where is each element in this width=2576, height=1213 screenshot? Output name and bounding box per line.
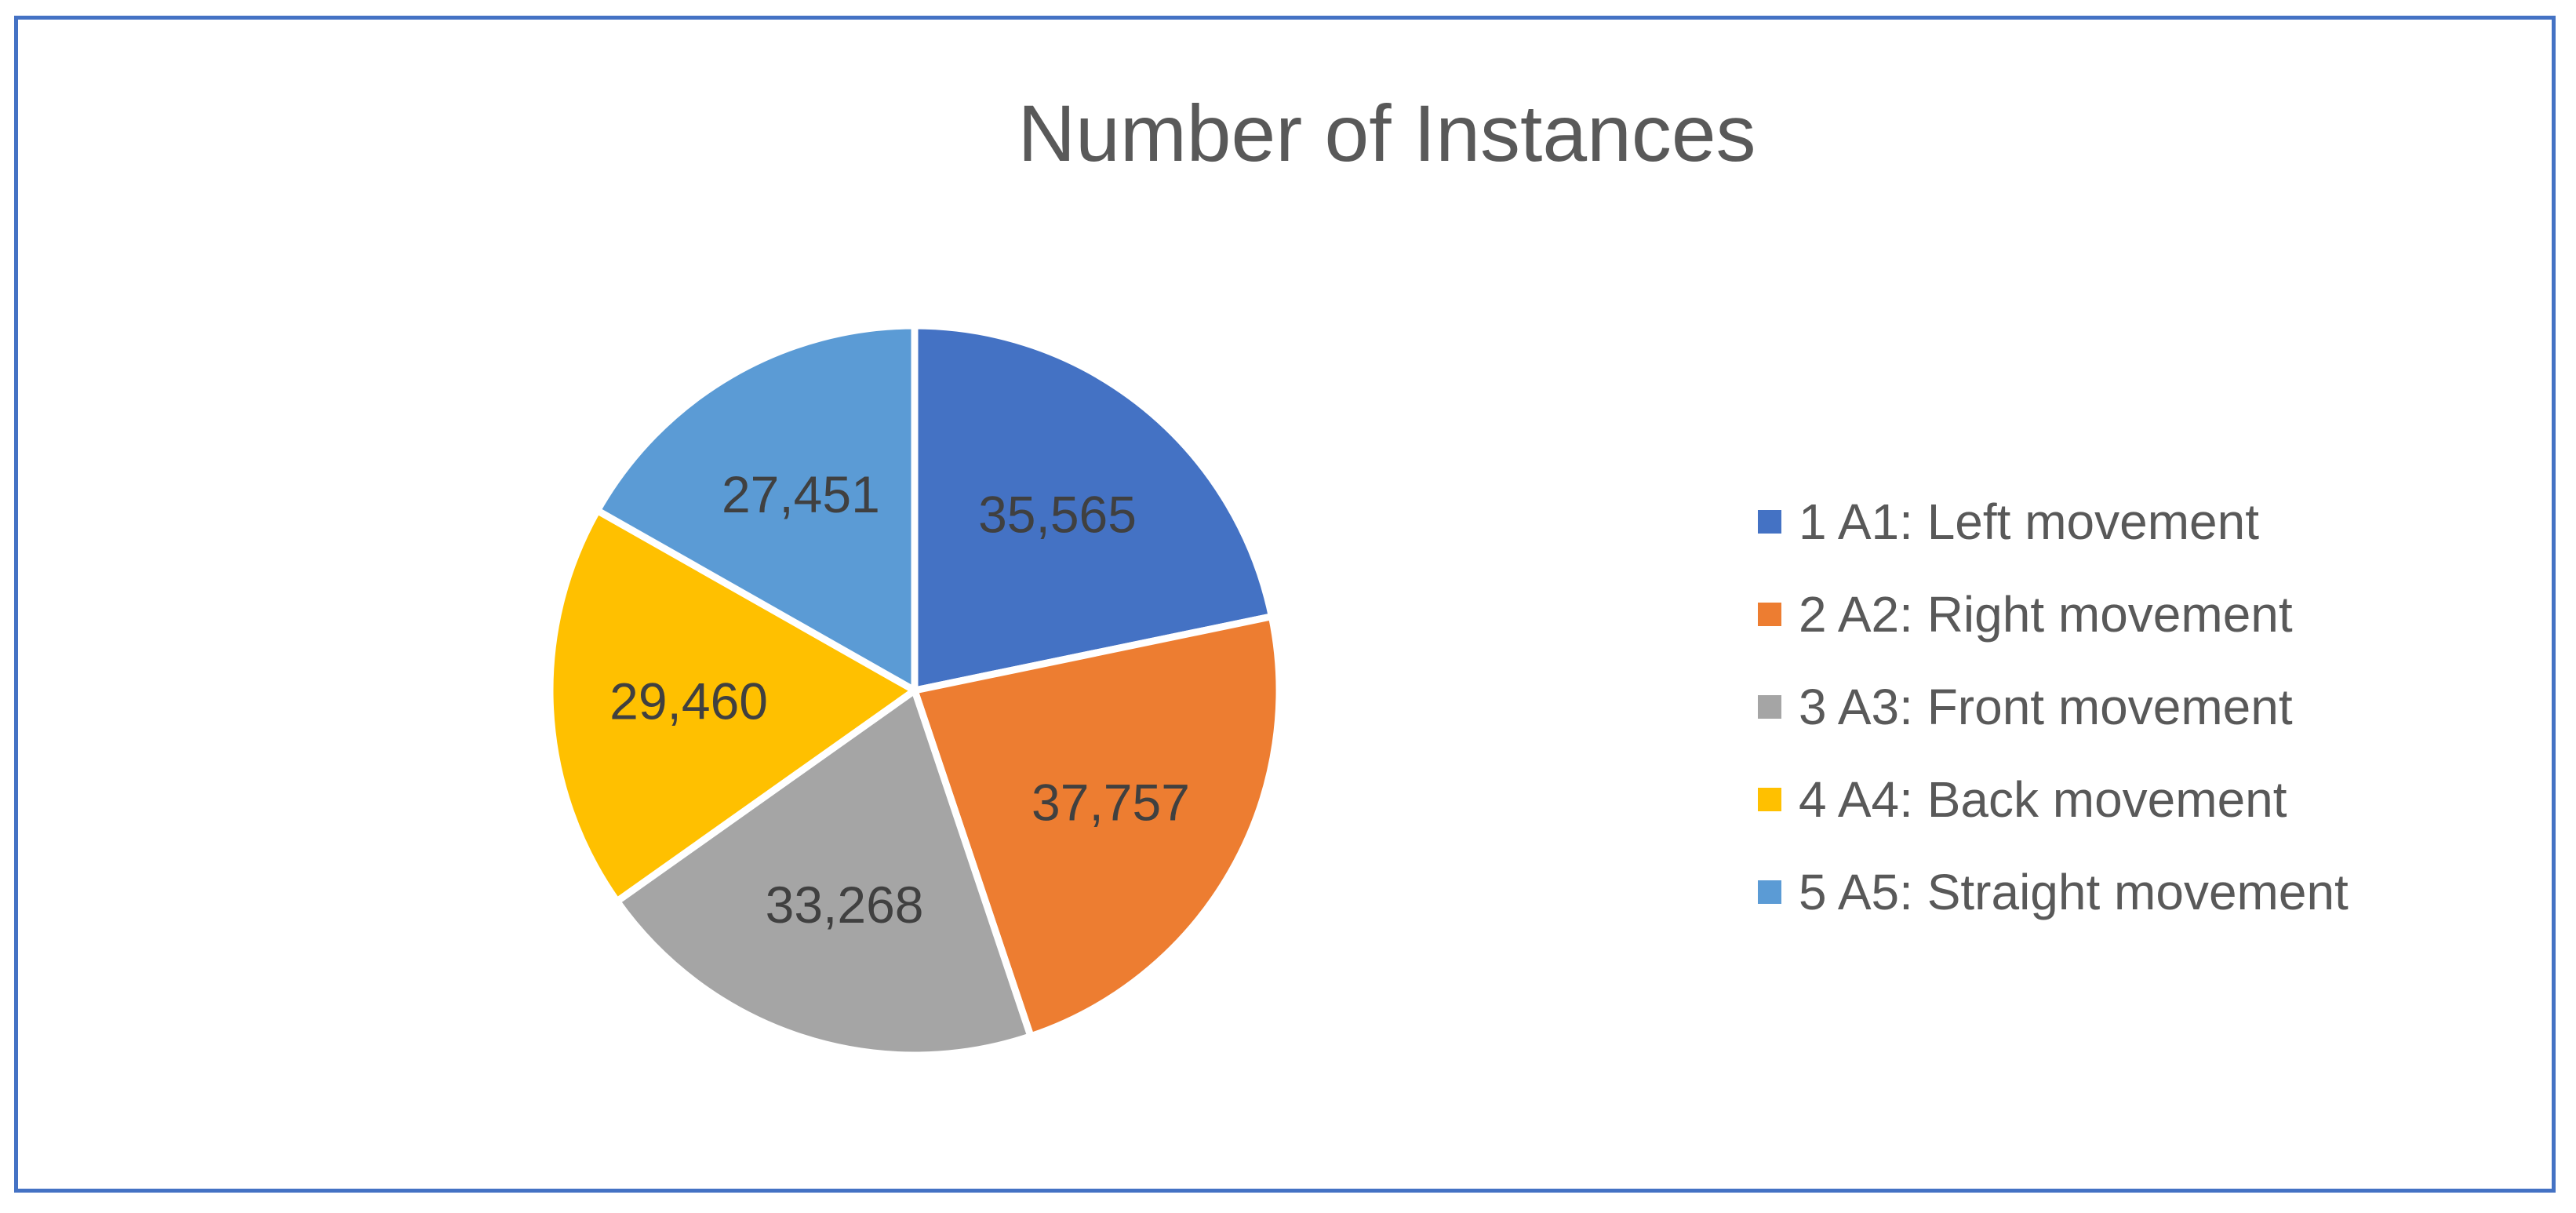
legend-swatch-4 [1758,788,1781,811]
legend-swatch-2 [1758,603,1781,626]
legend-label-2: 2 A2: Right movement [1799,586,2293,643]
legend-swatch-3 [1758,695,1781,719]
pie-slice-4 [546,507,919,905]
data-label-4: 29,460 [609,672,768,730]
legend-label-5: 5 A5: Straight movement [1799,864,2349,920]
legend-item-4: 4 A4: Back movement [1758,771,2287,828]
legend-label-4: 4 A4: Back movement [1799,771,2287,828]
pie-slice-1 [911,322,1275,694]
chart-title: Number of Instances [1017,89,1756,178]
legend-swatch-5 [1758,880,1781,904]
legend-item-2: 2 A2: Right movement [1758,586,2293,643]
data-labels: 35,565 37,757 33,268 29,460 27,451 [609,465,1190,934]
legend-label-3: 3 A3: Front movement [1799,679,2293,735]
data-label-2: 37,757 [1031,774,1190,832]
legend-item-5: 5 A5: Straight movement [1758,864,2349,920]
pie-slices [546,322,1283,1059]
pie-slice-2 [911,613,1283,1040]
legend-swatch-1 [1758,510,1781,534]
data-label-3: 33,268 [766,876,924,934]
data-label-5: 27,451 [722,465,880,523]
legend-label-1: 1 A1: Left movement [1799,494,2259,550]
chart-frame: Number of Instances 35,565 37,757 33,268 29… [14,16,2556,1193]
legend: 1 A1: Left movement 2 A2: Right movement 3… [1758,494,2349,920]
legend-item-3: 3 A3: Front movement [1758,679,2293,735]
pie-slice-3 [613,687,1035,1059]
data-label-1: 35,565 [978,485,1137,543]
pie-slice-5 [594,322,919,694]
pie-chart: Number of Instances 35,565 37,757 33,268 29… [546,89,2349,1059]
legend-item-1: 1 A1: Left movement [1758,494,2259,550]
